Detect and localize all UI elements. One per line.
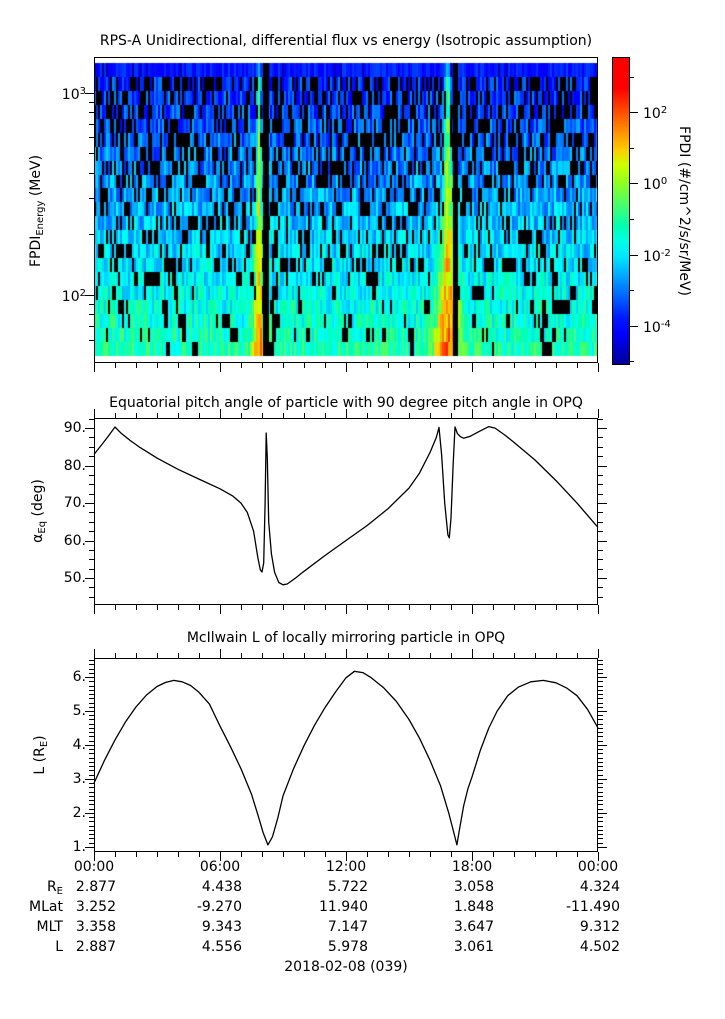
pitch-y-axis-label-sub: Eq <box>37 520 48 534</box>
spectrogram-y-axis-label-sub: Energy <box>35 200 46 236</box>
ephemeris-value: 9.343 <box>201 919 242 935</box>
ephemeris-value: 4.438 <box>201 879 242 895</box>
lshell-y-tick-label: 6. <box>72 669 86 685</box>
pitch-title: Equatorial pitch angle of particle with … <box>109 395 583 411</box>
lshell-y-tick-label: 1. <box>72 839 86 855</box>
lshell-y-tick-label: 2. <box>72 805 86 821</box>
ephemeris-row-label: L <box>55 939 63 955</box>
spectrogram-y-axis-label: FPDIEnergy (MeV) <box>28 155 46 267</box>
ephemeris-value: 5.978 <box>327 939 368 955</box>
ephemeris-value: 4.556 <box>201 939 242 955</box>
ephemeris-value: 4.502 <box>579 939 620 955</box>
pitch-y-tick-label: 60. <box>63 533 86 549</box>
spectrogram-y-tick-label: 103 <box>61 86 86 103</box>
ephemeris-value: 2.887 <box>75 939 116 955</box>
pitch-y-tick-label: 80. <box>63 458 86 474</box>
x-axis-tick-label: 00:00 <box>73 859 115 875</box>
ephemeris-value: 11.940 <box>319 899 368 915</box>
ephemeris-value: -11.490 <box>565 899 620 915</box>
spectrogram-title: RPS-A Unidirectional, differential flux … <box>99 33 593 49</box>
colorbar-tick-label: 10-4 <box>643 319 671 336</box>
ephemeris-value: 7.147 <box>327 919 368 935</box>
ephemeris-row-label: MLat <box>29 899 63 915</box>
lshell-y-tick-label: 3. <box>72 771 86 787</box>
colorbar-tick-label: 10-2 <box>643 248 671 265</box>
ephemeris-value: 3.061 <box>453 939 494 955</box>
pitch-y-tick-label: 50. <box>63 570 86 586</box>
date-label: 2018-02-08 (039) <box>284 959 408 975</box>
ephemeris-value: 2.877 <box>75 879 116 895</box>
ephemeris-row-label: MLT <box>36 919 63 935</box>
pitch-y-tick-label: 70. <box>63 495 86 511</box>
spectrogram-y-tick-label: 102 <box>61 288 86 305</box>
spectrogram-y-axis-label-unit: (MeV) <box>28 154 44 201</box>
ephemeris-value: -9.270 <box>196 899 242 915</box>
ephemeris-value: 3.058 <box>453 879 494 895</box>
ephemeris-value: 3.252 <box>75 899 116 915</box>
ephemeris-value: 1.848 <box>453 899 494 915</box>
x-axis-tick-label: 12:00 <box>325 859 367 875</box>
lshell-y-tick-label: 5. <box>72 703 86 719</box>
lshell-y-tick-label: 4. <box>72 737 86 753</box>
colorbar-tick-label: 100 <box>643 176 668 193</box>
ephemeris-value: 3.647 <box>453 919 494 935</box>
lshell-title: McIlwain L of locally mirroring particle… <box>186 630 506 646</box>
ephemeris-value: 9.312 <box>579 919 620 935</box>
x-axis-tick-label: 00:00 <box>577 859 619 875</box>
ephemeris-value: 4.324 <box>579 879 620 895</box>
x-axis-tick-label: 06:00 <box>199 859 241 875</box>
pitch-y-tick-label: 90. <box>63 420 86 436</box>
colorbar-label: FPDI (#/cm^2/s/sr/MeV) <box>676 126 692 296</box>
colorbar-tick-label: 102 <box>643 105 668 122</box>
colorbar <box>612 57 630 365</box>
ephemeris-value: 5.722 <box>327 879 368 895</box>
spectrogram-heatmap <box>94 57 598 363</box>
spectrogram-y-axis-label-main: FPDI <box>28 235 44 268</box>
ephemeris-value: 3.358 <box>75 919 116 935</box>
x-axis-tick-label: 18:00 <box>451 859 493 875</box>
ephemeris-row-label: RE <box>46 879 63 897</box>
